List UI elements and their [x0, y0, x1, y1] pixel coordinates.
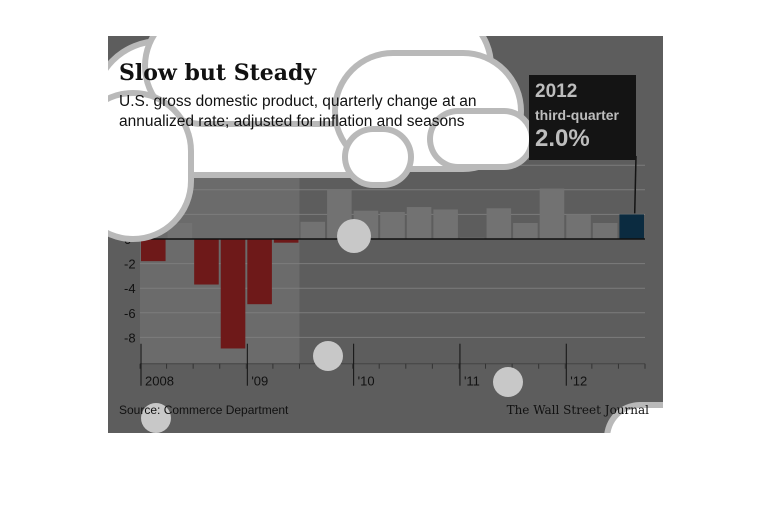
x-tick-label: '09 [251, 374, 268, 389]
bar [592, 223, 618, 239]
source-note: Source: Commerce Department [119, 403, 289, 417]
bar [141, 239, 166, 262]
light-spot [141, 403, 171, 433]
bar [380, 211, 405, 239]
bar [194, 239, 219, 285]
x-tick-label: '11 [464, 374, 480, 389]
bar [486, 208, 512, 239]
credit-note: The Wall Street Journal [506, 403, 649, 417]
chart-subtitle: U.S. gross domestic product, quarterly c… [119, 93, 477, 130]
y-tick-label: -4 [124, 281, 136, 296]
title-cloud [348, 132, 408, 182]
bar [406, 207, 432, 239]
bar [273, 239, 299, 243]
callout-year: 2012 [535, 81, 578, 102]
light-spot [493, 367, 523, 397]
callout-quarter-label: third-quarter [535, 107, 619, 123]
chart-title: Slow but Steady [119, 60, 317, 86]
bar [566, 214, 591, 239]
bar [247, 239, 272, 305]
bar [220, 239, 246, 349]
title-cloud [108, 96, 188, 236]
bar [167, 223, 193, 239]
x-tick-label: '10 [358, 374, 375, 389]
y-tick-label: 0 [124, 232, 131, 247]
light-spot [313, 341, 343, 371]
callout-box: 2012 third-quarter 2.0% [529, 75, 636, 160]
y-tick-label: -8 [124, 330, 136, 345]
light-spot [337, 219, 371, 253]
bar [433, 209, 458, 239]
bar [513, 223, 538, 239]
callout-value: 2.0% [535, 125, 590, 152]
callout-leader-line [633, 155, 637, 214]
y-tick-label: -2 [124, 257, 136, 272]
x-tick-label: '12 [570, 374, 587, 389]
x-tick-label: 2008 [145, 374, 174, 389]
bar [619, 214, 644, 239]
bar [300, 221, 326, 239]
title-cloud [433, 114, 529, 164]
bar [539, 188, 565, 239]
y-tick-label: -6 [124, 306, 136, 321]
